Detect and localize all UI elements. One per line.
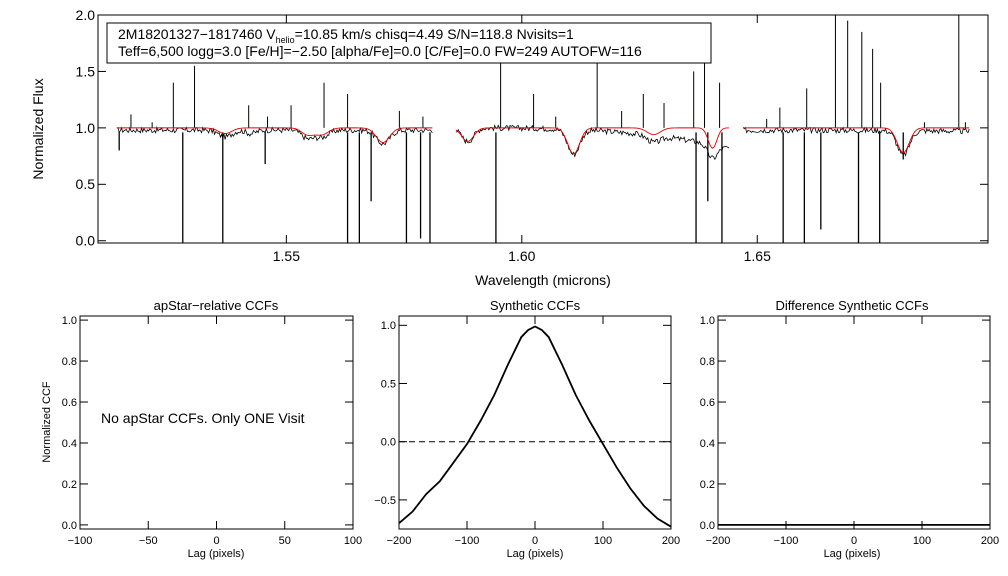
synthetic-ytick-label: 0.0 [381,437,396,449]
spectrum-plot-area [116,15,970,243]
info-line1-rest: =10.85 km/s chisq=4.49 S/N=118.8 Nvisits… [295,26,574,42]
difference-xtick-label: 0 [851,535,857,547]
difference-xtick-label: 200 [981,535,999,547]
difference-ytick-label: 0.0 [700,520,715,532]
spectrum-xtick-label: 1.60 [508,248,535,264]
spectrum-axes-frame [97,14,989,244]
spectrum-xtick-label: 1.65 [744,248,771,264]
spectrum-observed-line [116,125,433,146]
synthetic-xtick-label: −200 [387,535,412,547]
difference-ccf-panel: −200 −100 0 100 200 0.0 0.2 0.4 0.6 0.8 1.0 Differ… [700,298,999,560]
synthetic-ccf-panel: −200 −100 0 100 200 −0.5 0.0 0.5 1.0 Synthetic C… [374,298,680,560]
synthetic-ytick-label: 1.0 [381,320,396,332]
difference-ytick-label: 1.0 [700,315,715,327]
apstar-ytick-label: 0.6 [62,397,77,409]
synthetic-plot-area [398,325,672,528]
difference-ytick-label: 0.4 [700,438,715,450]
spectrum-panel: 1.55 1.60 1.65 0.0 0.5 1.0 1.5 2.0 2M18201327−1… [30,7,989,288]
apstar-ytick-label: 0.4 [62,438,77,450]
apstar-ytick-label: 0.0 [62,520,77,532]
difference-ytick-label: 0.6 [700,397,715,409]
apstar-xtick-label: −100 [68,535,93,547]
difference-ytick-label: 0.2 [700,479,715,491]
spectrum-ylabel: Normalized Flux [30,78,46,179]
synthetic-xtick-label: 0 [532,535,538,547]
difference-xtick-label: −100 [774,535,799,547]
difference-xtick-label: 100 [913,535,931,547]
spectrum-xlabel: Wavelength (microns) [475,272,611,288]
difference-ytick-label: 0.8 [700,356,715,368]
spectrum-observed-line [455,124,730,161]
difference-xtick-label: −200 [706,535,731,547]
apstar-no-data-annotation: No apStar CCFs. Only ONE Visit [101,410,305,426]
synthetic-xlabel: Lag (pixels) [507,548,564,560]
spectrum-model-line [455,127,730,155]
spectrum-ytick-label: 1.0 [76,120,96,136]
apstar-ytick-label: 0.2 [62,479,77,491]
spectrum-info-line2: Teff=6,500 logg=3.0 [Fe/H]=−2.50 [alpha/… [118,43,642,59]
info-line1-subscript: helio [276,35,295,45]
apstar-title: apStar−relative CCFs [154,298,279,313]
synthetic-ytick-label: −0.5 [374,495,396,507]
spectrum-info-box [106,22,712,64]
spectrum-ytick-label: 0.0 [76,233,96,249]
apstar-ylabel: Normalized CCF [41,381,53,463]
info-line1-text: 2M18201327−1817460 V [118,26,276,42]
spectrum-observed-line [742,126,970,157]
difference-axes-frame [717,315,991,530]
spectrum-ytick-label: 1.5 [76,63,96,79]
apstar-ytick-label: 0.8 [62,356,77,368]
spectrum-model-line [116,127,433,143]
apstar-xtick-label: 0 [213,535,219,547]
apstar-ccf-panel: −100 −50 0 50 100 0.0 0.2 0.4 0.6 0.8 1.0 apStar−r… [41,298,362,560]
spectrum-ticks: 1.55 1.60 1.65 0.0 0.5 1.0 1.5 2.0 [76,7,988,264]
spectrum-ytick-label: 0.5 [76,176,96,192]
spectrum-xtick-label: 1.55 [273,248,300,264]
spectrum-info-line1: 2M18201327−1817460 Vhelio=10.85 km/s chi… [118,26,574,45]
spectrum-ytick-label: 2.0 [76,7,96,23]
difference-ticks: −200 −100 0 100 200 0.0 0.2 0.4 0.6 0.8 1.0 [700,315,999,547]
difference-xlabel: Lag (pixels) [824,548,881,560]
spectrum-model-line [743,127,970,154]
synthetic-ccf-line [398,325,672,528]
apstar-xtick-label: −50 [139,535,158,547]
synthetic-title: Synthetic CCFs [490,298,581,313]
apstar-ticks: −100 −50 0 50 100 0.0 0.2 0.4 0.6 0.8 1.0 [62,315,362,547]
apstar-ytick-label: 1.0 [62,315,77,327]
synthetic-xtick-label: 200 [662,535,680,547]
synthetic-ticks: −200 −100 0 100 200 −0.5 0.0 0.5 1.0 [374,316,680,547]
synthetic-ytick-label: 0.5 [381,378,396,390]
difference-title: Difference Synthetic CCFs [776,298,929,313]
apstar-xtick-label: 100 [344,535,362,547]
synthetic-xtick-label: 100 [594,535,612,547]
apstar-xtick-label: 50 [279,535,291,547]
synthetic-axes-frame [398,315,672,530]
synthetic-xtick-label: −100 [455,535,480,547]
apstar-xlabel: Lag (pixels) [188,548,245,560]
